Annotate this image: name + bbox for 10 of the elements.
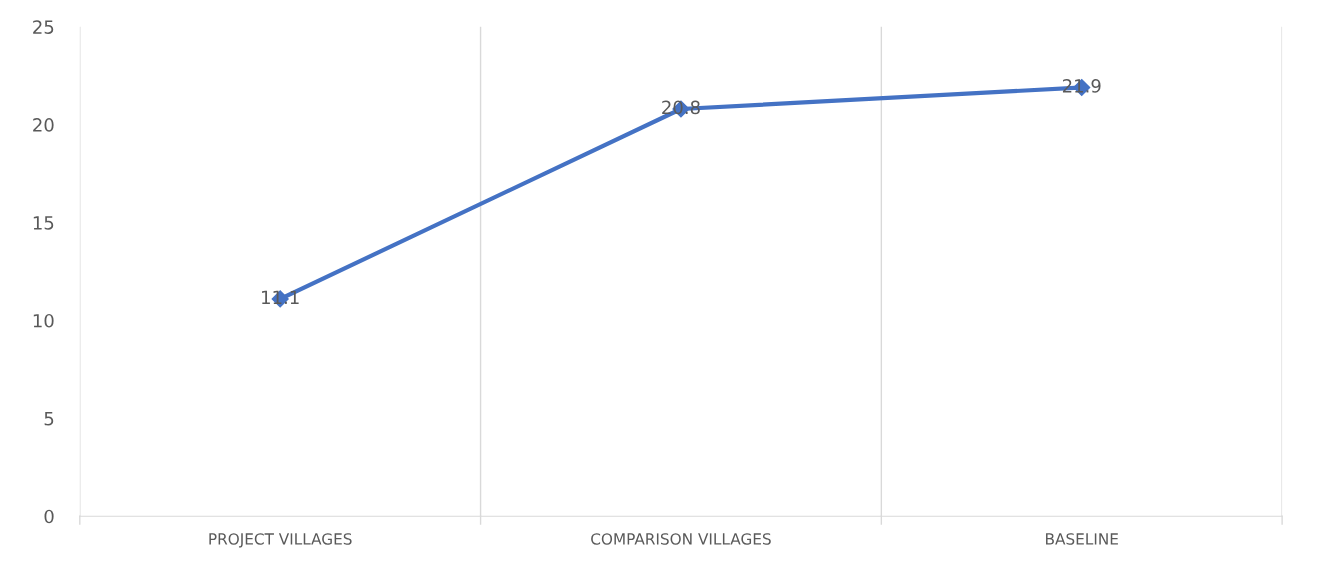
y-tick-label: 20 — [33, 118, 54, 132]
y-tick-label: 0 — [44, 509, 54, 524]
y-tick-label: 5 — [44, 412, 54, 426]
x-tick-label: COMPARISON VILLAGES — [591, 533, 771, 545]
x-tick-label: BASELINE — [1046, 533, 1118, 545]
y-tick-label: 15 — [33, 216, 54, 230]
x-tick-label: PROJECT VILLAGES — [209, 533, 352, 548]
y-tick-label: 25 — [33, 20, 54, 34]
y-tick-label: 10 — [33, 313, 54, 328]
data-label: 20.8 — [662, 100, 700, 115]
